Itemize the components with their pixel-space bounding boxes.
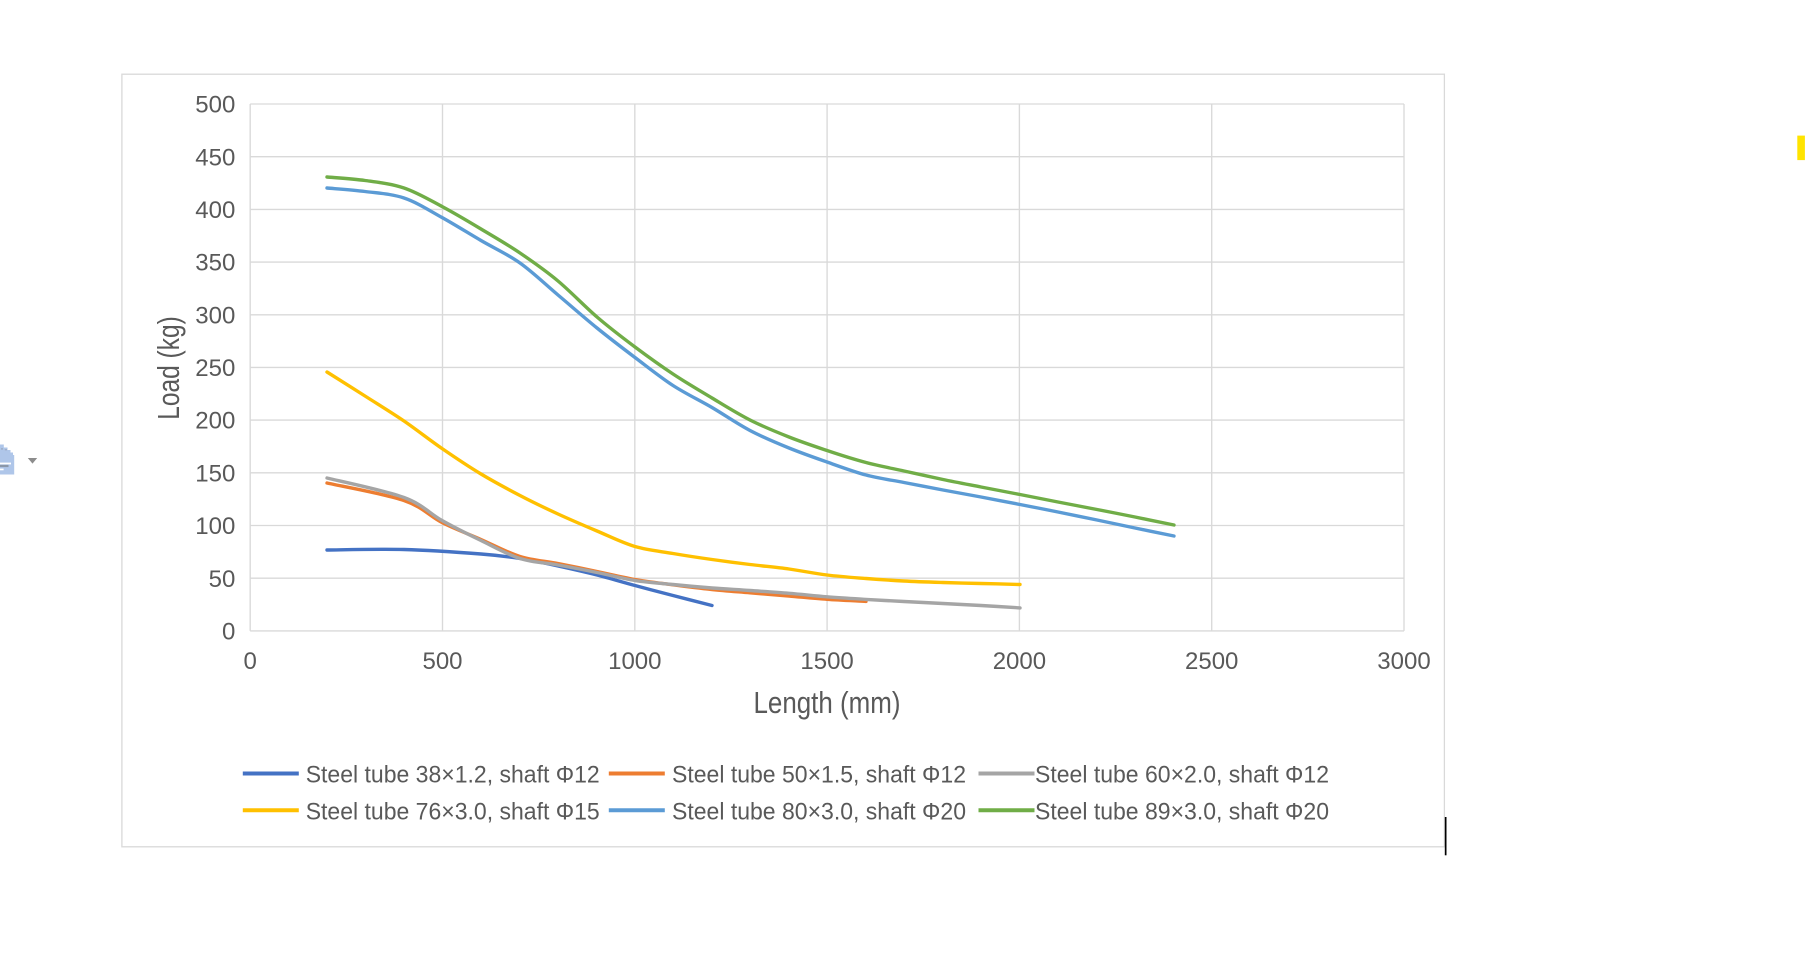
- svg-text:Steel tube 60×2.0, shaft Φ12: Steel tube 60×2.0, shaft Φ12: [1035, 762, 1329, 789]
- svg-text:0: 0: [244, 648, 257, 675]
- svg-text:500: 500: [422, 648, 462, 675]
- svg-text:2000: 2000: [993, 648, 1046, 675]
- svg-text:Load (kg): Load (kg): [151, 316, 186, 420]
- svg-text:1500: 1500: [800, 648, 853, 675]
- svg-text:450: 450: [195, 144, 235, 171]
- svg-text:Steel tube 38×1.2, shaft Φ12: Steel tube 38×1.2, shaft Φ12: [306, 762, 600, 789]
- svg-text:2500: 2500: [1185, 648, 1238, 675]
- svg-text:50: 50: [209, 566, 236, 593]
- svg-text:Length (mm): Length (mm): [754, 685, 901, 720]
- svg-text:200: 200: [195, 408, 235, 435]
- svg-text:400: 400: [195, 197, 235, 224]
- svg-text:1000: 1000: [608, 648, 661, 675]
- svg-text:100: 100: [195, 513, 235, 540]
- svg-text:150: 150: [195, 460, 235, 487]
- svg-text:300: 300: [195, 302, 235, 329]
- svg-text:Steel tube 80×3.0, shaft Φ20: Steel tube 80×3.0, shaft Φ20: [672, 798, 966, 825]
- svg-text:350: 350: [195, 250, 235, 277]
- svg-text:250: 250: [195, 355, 235, 382]
- svg-text:0: 0: [222, 619, 235, 646]
- svg-text:Steel tube 50×1.5, shaft Φ12: Steel tube 50×1.5, shaft Φ12: [672, 762, 966, 789]
- svg-text:3000: 3000: [1377, 648, 1430, 675]
- svg-text:500: 500: [195, 92, 235, 119]
- svg-text:Steel tube 76×3.0, shaft Φ15: Steel tube 76×3.0, shaft Φ15: [306, 798, 600, 825]
- svg-text:Steel tube 89×3.0, shaft Φ20: Steel tube 89×3.0, shaft Φ20: [1035, 798, 1329, 825]
